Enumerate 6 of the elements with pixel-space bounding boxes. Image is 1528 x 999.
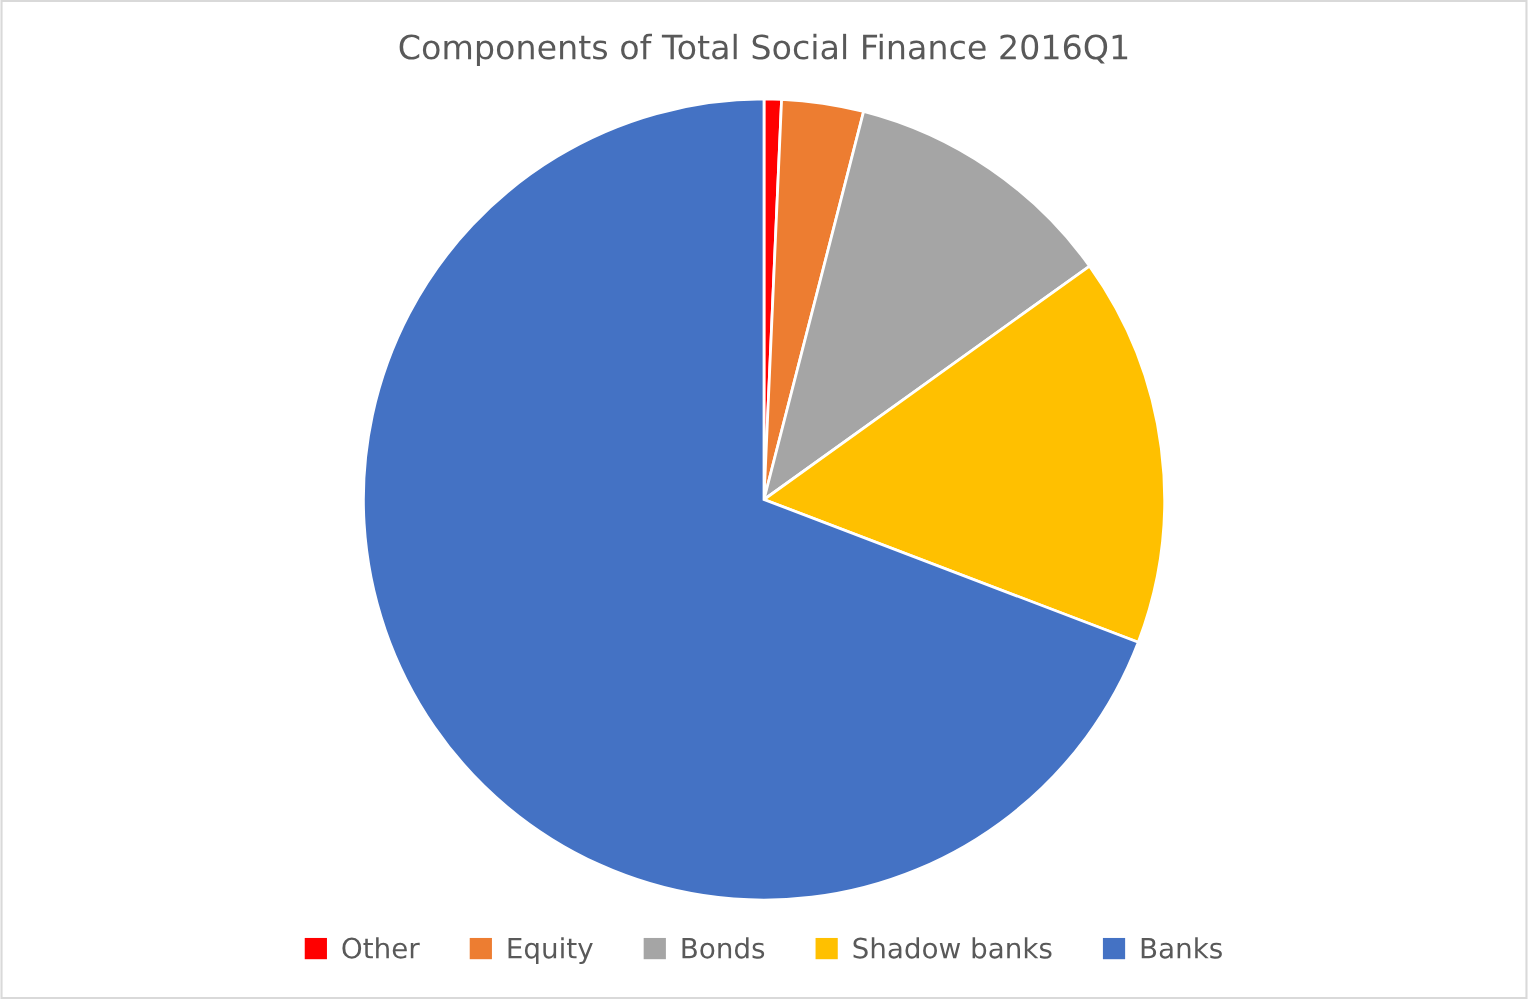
legend-label: Shadow banks [853,937,1052,959]
legend-label: Banks [1141,937,1222,959]
legend-label: Bonds [682,937,765,959]
legend-label: Equity [508,937,593,965]
chart-title: Components of Total Social Finance 2016Q1 [399,33,1128,67]
legend-label: Other [342,937,420,959]
